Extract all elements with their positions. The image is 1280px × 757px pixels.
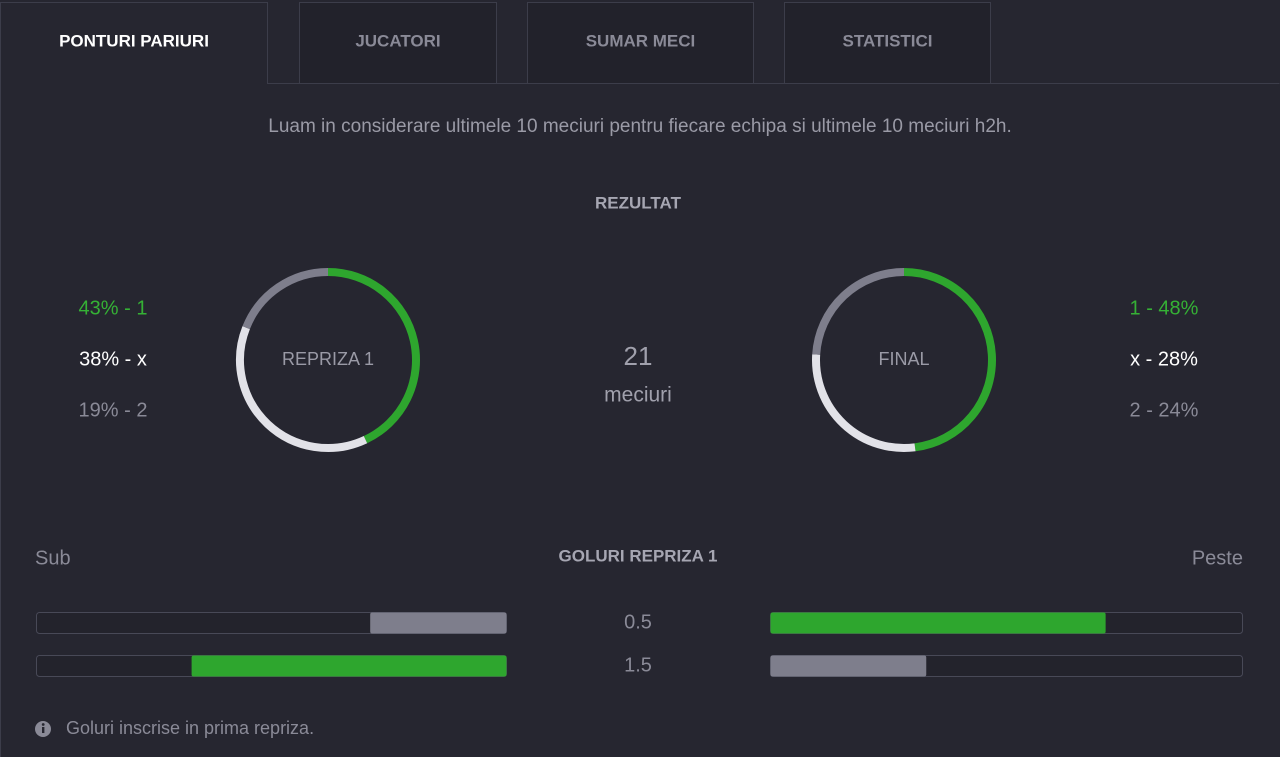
under-label: Sub — [35, 547, 71, 569]
donut-label: FINAL — [878, 349, 929, 369]
over-bar — [770, 612, 1106, 634]
outcome-label: 43% - 1 — [79, 297, 148, 319]
outcome-label: 38% - x — [79, 348, 147, 370]
note: Goluri inscrise in prima repriza. — [66, 718, 314, 738]
tab-label[interactable]: PONTURI PARIURI — [59, 31, 209, 50]
tab-label[interactable]: STATISTICI — [842, 31, 932, 50]
over-bar — [770, 655, 927, 677]
donut-segment — [903, 268, 996, 452]
tab[interactable] — [0, 2, 268, 85]
under-bar — [370, 612, 507, 634]
goal-line: 1.5 — [624, 654, 652, 676]
tab[interactable] — [527, 2, 754, 84]
donut-label: REPRIZA 1 — [282, 349, 374, 369]
match-count: 21 — [624, 341, 653, 371]
donut-segment — [327, 268, 420, 444]
over-label: Peste — [1192, 547, 1243, 569]
under-bar — [191, 655, 507, 677]
info-icon — [35, 721, 51, 737]
section-title: REZULTAT — [595, 193, 682, 212]
outcome-label: x - 28% — [1130, 348, 1198, 370]
goal-line: 0.5 — [624, 611, 652, 633]
donut-segment — [812, 268, 905, 355]
tab[interactable] — [299, 2, 497, 84]
donut-segment — [812, 354, 916, 452]
tab-label[interactable]: SUMAR MECI — [586, 31, 696, 50]
outcome-label: 2 - 24% — [1130, 399, 1199, 421]
donut-segment — [242, 268, 329, 330]
tab-label[interactable]: JUCATORI — [355, 31, 440, 50]
section-title: GOLURI REPRIZA 1 — [559, 546, 718, 565]
tab-gap — [1, 82, 267, 85]
outcome-label: 19% - 2 — [79, 399, 148, 421]
match-label: meciuri — [604, 384, 672, 407]
tab[interactable] — [784, 2, 991, 84]
donut-segment — [236, 326, 368, 452]
intro-text: Luam in considerare ultimele 10 meciuri … — [268, 116, 1011, 137]
outcome-label: 1 - 48% — [1130, 297, 1199, 319]
